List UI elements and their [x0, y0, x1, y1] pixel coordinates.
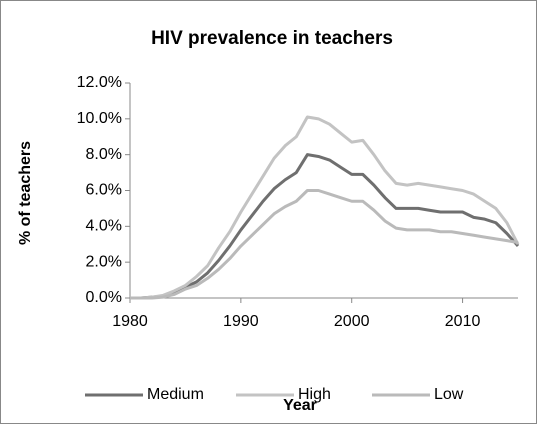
chart-title: HIV prevalence in teachers [151, 28, 393, 49]
y-tick-label: 2.0% [86, 253, 122, 270]
y-tick-label: 12.0% [77, 74, 122, 91]
legend-label: Medium [147, 386, 204, 403]
y-tick-label: 8.0% [86, 146, 122, 163]
y-tick-label: 4.0% [86, 218, 122, 235]
y-axis-title: % of teachers [17, 141, 34, 245]
x-tick-label: 2000 [334, 313, 370, 330]
x-tick-label: 1980 [112, 313, 148, 330]
x-tick-label: 2010 [445, 313, 481, 330]
legend-label: Low [434, 386, 464, 403]
y-tick-label: 6.0% [86, 182, 122, 199]
series-line [130, 115, 520, 300]
y-tick-label: 10.0% [77, 110, 122, 127]
x-axis-title: Year [283, 397, 317, 414]
series-line [130, 153, 520, 300]
series-line [130, 189, 519, 300]
x-tick-label: 1990 [223, 313, 259, 330]
legend-label: High [298, 386, 331, 403]
y-tick-label: 0.0% [86, 289, 122, 306]
